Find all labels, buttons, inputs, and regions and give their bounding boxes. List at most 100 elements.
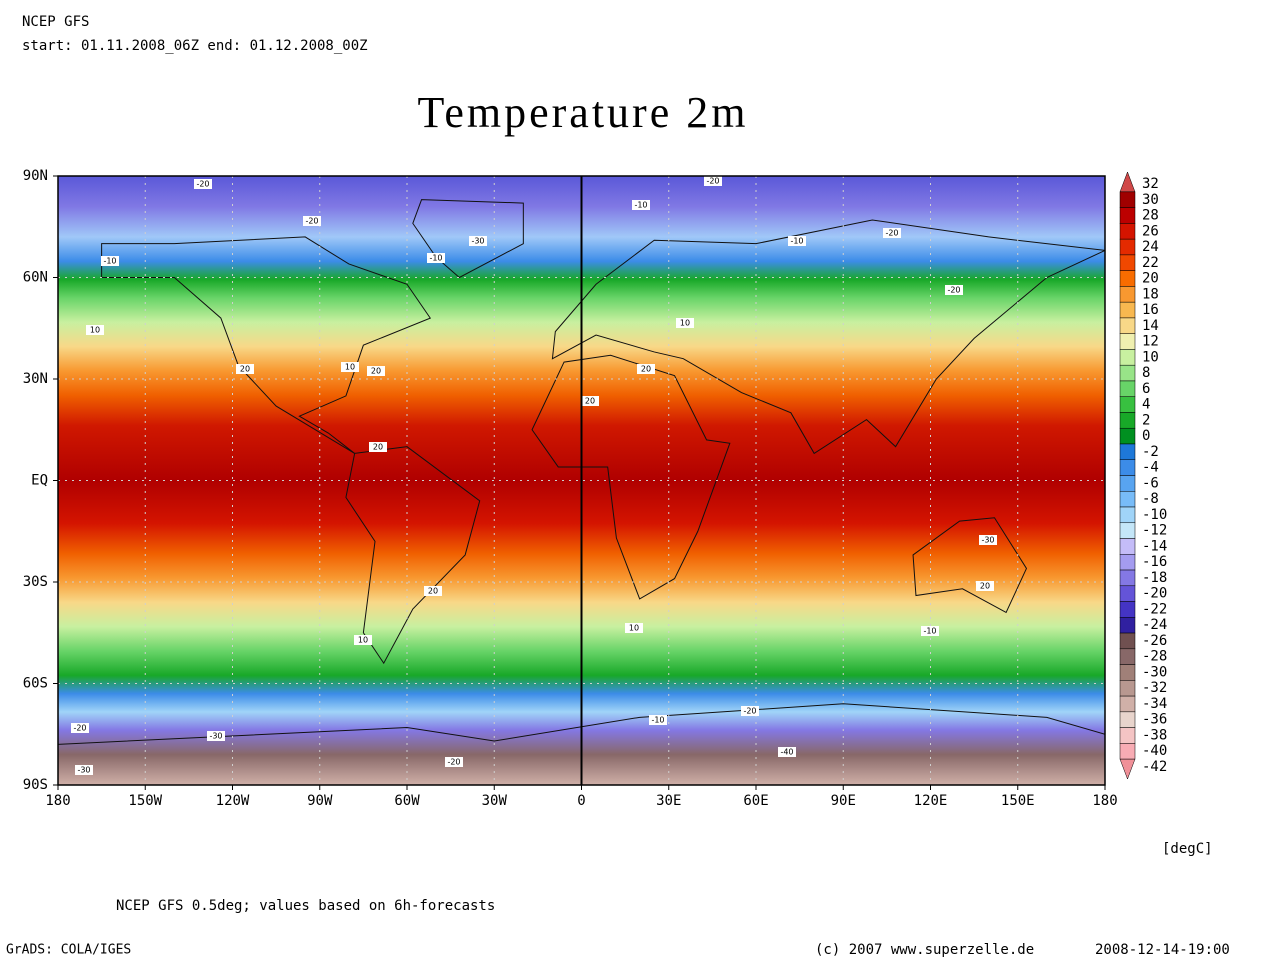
colorbar-box <box>1119 569 1136 587</box>
contour-label: -30 <box>209 732 222 741</box>
contour-label-box <box>883 228 901 238</box>
x-tick-label: 30E <box>656 793 681 809</box>
colorbar-label: 2 <box>1142 412 1150 428</box>
contour-label-box <box>649 715 667 725</box>
colorbar-box <box>1119 349 1136 366</box>
colorbar-box <box>1119 364 1136 382</box>
colorbar-box <box>1119 491 1136 508</box>
contour-label: 20 <box>373 443 383 452</box>
x-tick-label: 90E <box>831 793 856 809</box>
contour-label: -30 <box>981 536 994 545</box>
contour-label-box <box>75 765 93 775</box>
contour-label-box <box>632 200 650 210</box>
colorbar-box <box>1119 727 1136 744</box>
colorbar-box <box>1119 601 1136 618</box>
colorbar-box <box>1119 538 1136 555</box>
colorbar-box <box>1119 443 1136 460</box>
contour-label-box <box>625 623 643 633</box>
contour-label: 10 <box>345 363 355 372</box>
contour-label-box <box>778 747 796 757</box>
colorbar-label: -34 <box>1142 696 1167 712</box>
colorbar-label: -26 <box>1142 633 1167 649</box>
colorbar-box <box>1119 380 1136 397</box>
contour-label-box <box>704 176 722 186</box>
colorbar-box <box>1119 632 1136 650</box>
colorbar-label: -2 <box>1142 444 1159 460</box>
x-tick-label: 60W <box>394 793 420 809</box>
y-tick-label: 30S <box>23 574 48 590</box>
y-tick-label: 60N <box>23 270 48 286</box>
colorbar-label: 24 <box>1142 239 1159 255</box>
contour-label-box <box>367 366 385 376</box>
contour-label: -30 <box>77 766 90 775</box>
colorbar-label: -42 <box>1142 759 1167 775</box>
contour-label-box <box>86 325 104 335</box>
colorbar-label: -20 <box>1142 586 1167 602</box>
contour-label: -10 <box>429 254 442 263</box>
contour-label: -40 <box>780 748 793 757</box>
x-tick-label: 60E <box>743 793 768 809</box>
colorbar-box <box>1119 585 1136 602</box>
colorbar-label: -8 <box>1142 491 1159 507</box>
land-shape <box>101 236 432 454</box>
contour-label: -20 <box>706 177 719 186</box>
contour-label-box <box>581 396 599 406</box>
colorbar-label: -36 <box>1142 712 1167 728</box>
contour-label: -20 <box>196 180 209 189</box>
colorbar-label: 10 <box>1142 349 1159 365</box>
colorbar-label: -30 <box>1142 664 1167 680</box>
colorbar-label: -16 <box>1142 554 1167 570</box>
contour-label-box <box>676 318 694 328</box>
colorbar-box <box>1119 711 1136 728</box>
contour-label: 20 <box>980 582 990 591</box>
contour-label: -10 <box>651 716 664 725</box>
x-tick-label: 30W <box>482 793 508 809</box>
colorbar-label: -10 <box>1142 507 1167 523</box>
colorbar-label: 28 <box>1142 208 1159 224</box>
contour-label-box <box>976 581 994 591</box>
period: start: 01.11.2008_06Z end: 01.12.2008_00… <box>22 38 368 54</box>
colorbar-label: 22 <box>1142 255 1159 271</box>
y-tick-label: 30N <box>23 371 48 387</box>
contour-label: 20 <box>585 397 595 406</box>
colorbar-box <box>1119 412 1136 429</box>
colorbar-label: 18 <box>1142 286 1159 302</box>
contour-label-box <box>207 731 225 741</box>
contour-label-box <box>369 442 387 452</box>
colorbar-arrow <box>1119 758 1136 780</box>
contour-label: 10 <box>358 636 368 645</box>
contour-label-box <box>424 586 442 596</box>
colorbar-box <box>1119 317 1136 334</box>
x-tick-label: 120E <box>914 793 948 809</box>
contour-label: -20 <box>743 707 756 716</box>
contour-label: -10 <box>790 237 803 246</box>
colorbar-box <box>1119 270 1136 287</box>
land-shape <box>412 199 524 279</box>
contour-label-box <box>303 216 321 226</box>
colorbar-label: 20 <box>1142 271 1159 287</box>
x-tick-label: 0 <box>577 793 585 809</box>
colorbar-box <box>1119 459 1136 476</box>
colorbar-box <box>1119 680 1136 697</box>
contour-label: 10 <box>90 326 100 335</box>
contour-label: 10 <box>629 624 639 633</box>
colorbar-box <box>1119 695 1136 713</box>
timestamp: 2008-12-14-19:00 <box>1095 942 1230 958</box>
x-tick-label: 150E <box>1001 793 1035 809</box>
colorbar-label: 14 <box>1142 318 1159 334</box>
colorbar-label: -18 <box>1142 570 1167 586</box>
land-shape <box>58 703 1105 785</box>
contour-label-box <box>71 723 89 733</box>
colorbar-label: -32 <box>1142 680 1167 696</box>
contour-label: -20 <box>447 758 460 767</box>
contour-label: -10 <box>923 627 936 636</box>
colorbar-label: 32 <box>1142 176 1159 192</box>
contour-label: -30 <box>471 237 484 246</box>
colorbar-label: -22 <box>1142 601 1167 617</box>
colorbar-label: 16 <box>1142 302 1159 318</box>
contour-label-box <box>427 253 445 263</box>
contour-label-box <box>945 285 963 295</box>
land-shape <box>345 446 481 665</box>
contour-label: 20 <box>641 365 651 374</box>
